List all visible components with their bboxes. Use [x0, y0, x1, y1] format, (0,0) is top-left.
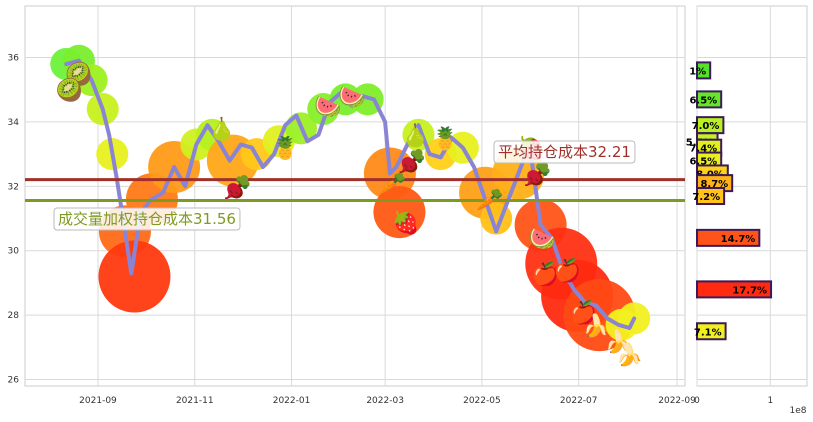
y-tick-label: 28 — [8, 311, 20, 321]
carrot-icon: 🥕 — [379, 171, 406, 197]
cost-label-layer: 平均持仓成本32.21 成交量加权持仓成本31.56 — [53, 140, 636, 231]
apple-icon: 🍎 — [570, 299, 597, 326]
chip-bar: 7.2% — [692, 187, 726, 205]
kiwi-icon: 🥝 — [65, 60, 92, 88]
date-axis: 2021-09 2021-11 2022-01 2022-03 2022-05 2022-… — [79, 396, 696, 406]
cost-reference-label-box — [493, 140, 636, 164]
chip-bar: 7.1% — [694, 322, 727, 341]
watermelon-icon: 🍉 — [314, 95, 341, 120]
radish-icon: 🫜 — [524, 159, 552, 187]
chip-bar-label: 7.4% — [689, 144, 717, 155]
apple-icon: 🍎 — [532, 260, 559, 287]
x-tick-label: 2021-11 — [176, 396, 214, 406]
banana-icon: 🍌 — [616, 342, 643, 368]
chip-bar: 6.5% — [689, 90, 723, 109]
y-tick-label: 34 — [8, 118, 20, 128]
cost-reference-label-text: 平均持仓成本32.21 — [498, 143, 631, 161]
strawberry-icon: 🍓 — [392, 210, 419, 236]
chip-bar-label: 1% — [689, 66, 706, 77]
chip-bar-rect — [696, 322, 727, 341]
x-tick-label: 2022-09 — [658, 396, 696, 406]
pineapple-icon: 🍍 — [271, 136, 298, 162]
chip-bar-rect — [696, 280, 773, 299]
chip-bar-rect — [696, 187, 726, 205]
chip-bar-label: 7.1% — [694, 327, 722, 338]
cost-reference-label: 平均持仓成本32.21 — [493, 140, 636, 164]
pear-icon: 🍐 — [402, 123, 429, 149]
x-tick-label: 2022-03 — [366, 396, 404, 406]
side-x-tick-label: 1 — [767, 396, 773, 406]
chip-bar: 7.0% — [692, 116, 725, 135]
radish-icon: 🫜 — [224, 172, 252, 200]
x-tick-label: 2022-01 — [273, 396, 311, 406]
chip-bar-rect — [696, 61, 712, 80]
banana-icon: 🍌 — [605, 329, 632, 355]
chip-bar-label: 7.0% — [692, 121, 720, 132]
chip-bar-label: 6.5% — [689, 157, 717, 168]
y-tick-label: 30 — [8, 247, 20, 257]
x-tick-label: 2022-07 — [560, 396, 598, 406]
carrot-icon: 🥕 — [476, 187, 503, 213]
chip-bar: 17.7% — [696, 280, 773, 299]
pineapple-icon: 🍍 — [432, 126, 459, 152]
cost-reference-layer — [25, 178, 685, 203]
fruit-icon-layer: 🥝🥝🍐🫜🍍🍉🍉🍐🫜🥕🍓🍍🥕🍓🫜🍉🍎🍎🍎🍌🍌🍌 — [56, 60, 643, 368]
y-tick-label: 36 — [8, 54, 20, 64]
chip-bar-rect — [696, 228, 761, 247]
watermelon-icon: 🍉 — [338, 85, 365, 110]
chip-bar-label: 6.5% — [689, 95, 717, 106]
y-tick-label: 26 — [8, 376, 20, 386]
pear-icon: 🍐 — [208, 116, 235, 142]
banana-icon: 🍌 — [582, 313, 609, 339]
chip-bar: 14.7% — [696, 228, 761, 247]
chip-distribution-chart: 1%6.5%7.0%5.5%7.4%6.5%8.0%8.7%7.2%14.7%1… — [686, 5, 808, 416]
apple-icon: 🍎 — [554, 257, 581, 284]
side-x-tick-label: 0 — [694, 396, 700, 406]
chip-bar-label: 7.2% — [692, 192, 720, 203]
chip-bar-rect — [696, 90, 723, 109]
cost-reference-label-box — [53, 207, 241, 231]
cost-reference-label-text: 成交量加权持仓成本31.56 — [58, 210, 236, 228]
y-tick-label: 32 — [8, 182, 19, 192]
chip-bar-label: 17.7% — [732, 285, 767, 296]
cost-bubble — [98, 240, 171, 313]
radish-icon: 🫜 — [398, 147, 426, 175]
cost-reference-label: 成交量加权持仓成本31.56 — [53, 207, 241, 231]
chip-distribution-bars: 1%6.5%7.0%5.5%7.4%6.5%8.0%8.7%7.2%14.7%1… — [686, 61, 773, 341]
x-tick-label: 2022-05 — [463, 396, 501, 406]
chip-bar-label: 14.7% — [721, 234, 756, 245]
x-tick-label: 2021-09 — [79, 396, 117, 406]
kiwi-icon: 🥝 — [56, 76, 83, 104]
watermelon-icon: 🍉 — [529, 227, 556, 252]
price-axis: 26 28 30 32 34 36 — [8, 54, 20, 386]
price-chart: 🥝🥝🍐🫜🍍🍉🍉🍐🫜🥕🍓🍍🥕🍓🫜🍉🍎🍎🍎🍌🍌🍌 平均持仓成本32.21成交量加权持… — [8, 5, 696, 406]
volume-axis-scale-note: 1e8 — [790, 406, 807, 416]
chip-bar: 1% — [689, 61, 712, 80]
chip-bar-label: 8.7% — [700, 179, 728, 190]
